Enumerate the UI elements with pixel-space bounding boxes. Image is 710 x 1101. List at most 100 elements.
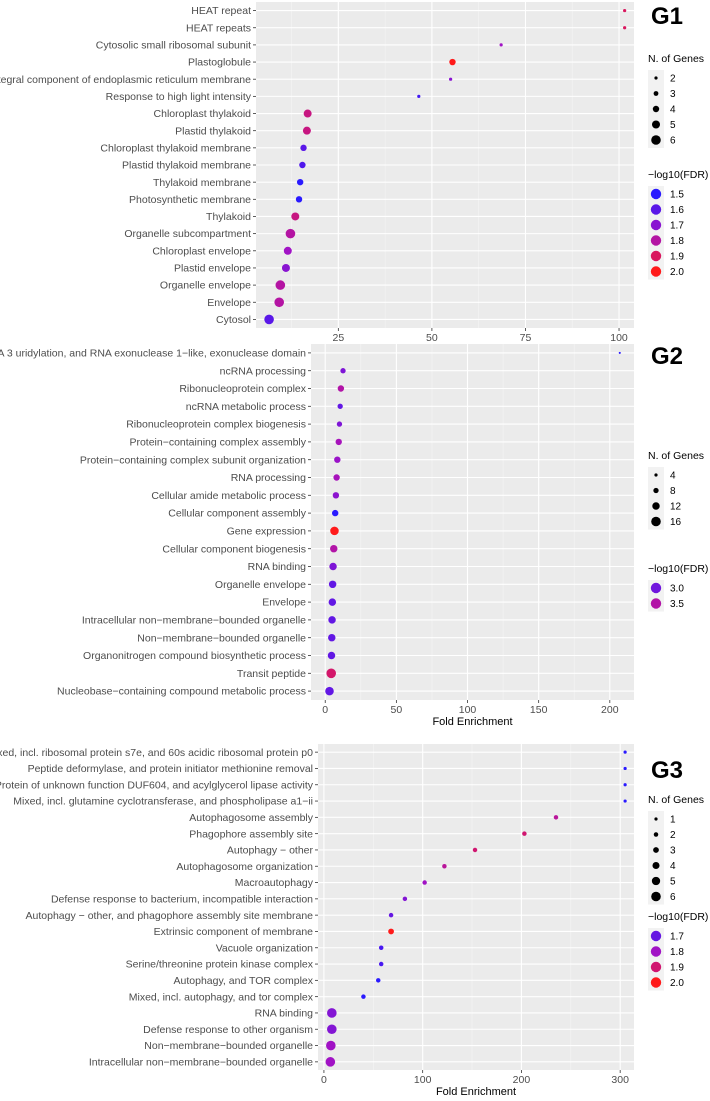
size-legend-label: 1 xyxy=(670,815,676,826)
category-label: Cellular amide metabolic process xyxy=(151,490,306,502)
size-legend-label: 5 xyxy=(670,877,676,888)
size-legend-dot xyxy=(651,135,661,145)
size-legend-label: 3 xyxy=(670,89,676,100)
data-point xyxy=(388,912,394,918)
category-label: Gene expression xyxy=(227,526,307,538)
category-label: Mixed, incl. glutamine cyclotransferase,… xyxy=(13,796,313,808)
size-legend-dot xyxy=(652,105,660,113)
category-label: ncRNA metabolic process xyxy=(186,401,306,413)
category-label: Plastid thylakoid membrane xyxy=(122,160,251,172)
category-label: Chloroplast thylakoid xyxy=(154,108,252,120)
color-legend-label: 1.7 xyxy=(670,932,684,943)
data-point xyxy=(375,978,381,983)
panel-label: G1 xyxy=(651,3,683,30)
category-label: Macroautophagy xyxy=(235,877,314,889)
data-point xyxy=(623,750,627,754)
color-legend-label: 1.9 xyxy=(670,252,684,263)
category-label: Nucleobase−containing compound metabolic… xyxy=(57,686,306,698)
size-legend-label: 16 xyxy=(670,517,682,528)
color-legend-dot xyxy=(650,930,662,942)
x-axis-title: Fold Enrichment xyxy=(436,1086,516,1096)
size-legend-label: 2 xyxy=(670,830,676,841)
data-point xyxy=(422,880,427,885)
color-legend-dot xyxy=(650,961,662,973)
data-point xyxy=(623,783,627,787)
category-label: Non−membrane−bounded organelle xyxy=(144,1040,313,1052)
category-label: Thylakoid membrane xyxy=(153,177,251,189)
x-tick-label: 0 xyxy=(322,704,328,716)
data-point xyxy=(328,580,337,589)
category-label: Cellular component biogenesis xyxy=(162,543,306,555)
data-point xyxy=(326,668,337,679)
color-legend-label: 1.9 xyxy=(670,963,684,974)
x-tick-label: 50 xyxy=(426,332,438,344)
category-label: Photosynthetic membrane xyxy=(129,194,251,206)
color-legend-label: 3.5 xyxy=(670,599,684,610)
category-label: RNA 3 uridylation, and RNA exonuclease 1… xyxy=(0,348,306,360)
chart-panel-2: 0 50 100 150 200 RNA 3 uridylation, and RNA e… xyxy=(0,343,708,728)
panel-label: G3 xyxy=(651,757,683,784)
data-point xyxy=(402,896,408,902)
category-label: Organelle envelope xyxy=(160,280,251,292)
plot-background xyxy=(318,744,634,1070)
color-legend-dot xyxy=(650,598,662,609)
data-point xyxy=(300,144,307,152)
color-legend-dot xyxy=(650,188,662,200)
color-legend-label: 2.0 xyxy=(670,267,684,278)
category-label: Autophagy − other xyxy=(227,845,314,857)
size-legend-dot xyxy=(651,516,661,527)
category-label: RNA binding xyxy=(248,561,307,573)
category-label: Envelope xyxy=(262,597,306,609)
size-legend-label: 2 xyxy=(670,74,676,85)
category-label: Non−membrane−bounded organelle xyxy=(137,632,306,644)
category-label: RNA processing xyxy=(231,472,306,484)
size-legend-dot xyxy=(652,120,660,129)
data-point xyxy=(326,1040,336,1051)
data-point xyxy=(335,438,342,446)
color-legend-dot xyxy=(650,582,662,594)
category-label: Mixed, incl. ribosomal protein s7e, and … xyxy=(0,747,313,759)
data-point xyxy=(302,126,311,135)
data-point xyxy=(299,161,306,169)
data-point xyxy=(378,945,384,950)
category-label: HEAT repeat xyxy=(191,5,251,17)
category-label: Plastoglobule xyxy=(188,57,251,69)
category-label: Ribonucleoprotein complex biogenesis xyxy=(126,419,306,431)
data-point xyxy=(283,246,292,255)
data-point xyxy=(295,196,303,203)
category-label: Response to high light intensity xyxy=(106,91,252,103)
size-legend-label: 6 xyxy=(670,892,676,903)
category-label: Cellular component assembly xyxy=(168,508,306,520)
x-tick-label: 25 xyxy=(332,332,344,344)
size-legend-dot xyxy=(653,847,659,853)
color-legend-label: 3.0 xyxy=(670,584,684,595)
data-point xyxy=(328,616,336,624)
category-label: Extrinsic component of membrane xyxy=(154,926,313,938)
size-legend-label: 5 xyxy=(670,120,676,131)
data-point xyxy=(274,297,285,308)
color-legend-dot xyxy=(650,219,662,231)
plot-background xyxy=(311,344,634,700)
category-label: Vacuole organization xyxy=(216,942,313,954)
data-point xyxy=(449,58,456,66)
category-label: Envelope xyxy=(207,297,251,309)
size-legend-title: N. of Genes xyxy=(648,53,704,65)
size-legend-label: 12 xyxy=(670,502,682,513)
category-label: Protein of unknown function DUF604, and … xyxy=(0,779,314,791)
category-label: Plastid envelope xyxy=(174,263,251,275)
data-point xyxy=(327,1024,337,1035)
data-point xyxy=(442,864,447,869)
color-legend-dot xyxy=(650,977,662,988)
data-point xyxy=(522,831,527,836)
color-legend-label: 1.5 xyxy=(670,190,684,201)
category-label: Phagophore assembly site xyxy=(189,828,313,840)
data-point xyxy=(618,351,621,354)
x-tick-label: 75 xyxy=(520,332,532,344)
color-legend-dot xyxy=(650,946,662,957)
x-tick-label: 100 xyxy=(610,332,628,344)
color-legend-label: 1.7 xyxy=(670,221,684,232)
data-point xyxy=(332,492,340,499)
x-axis-title: Fold Enrichment xyxy=(432,716,512,728)
category-label: Intracellular non−membrane−bounded organ… xyxy=(82,615,306,627)
